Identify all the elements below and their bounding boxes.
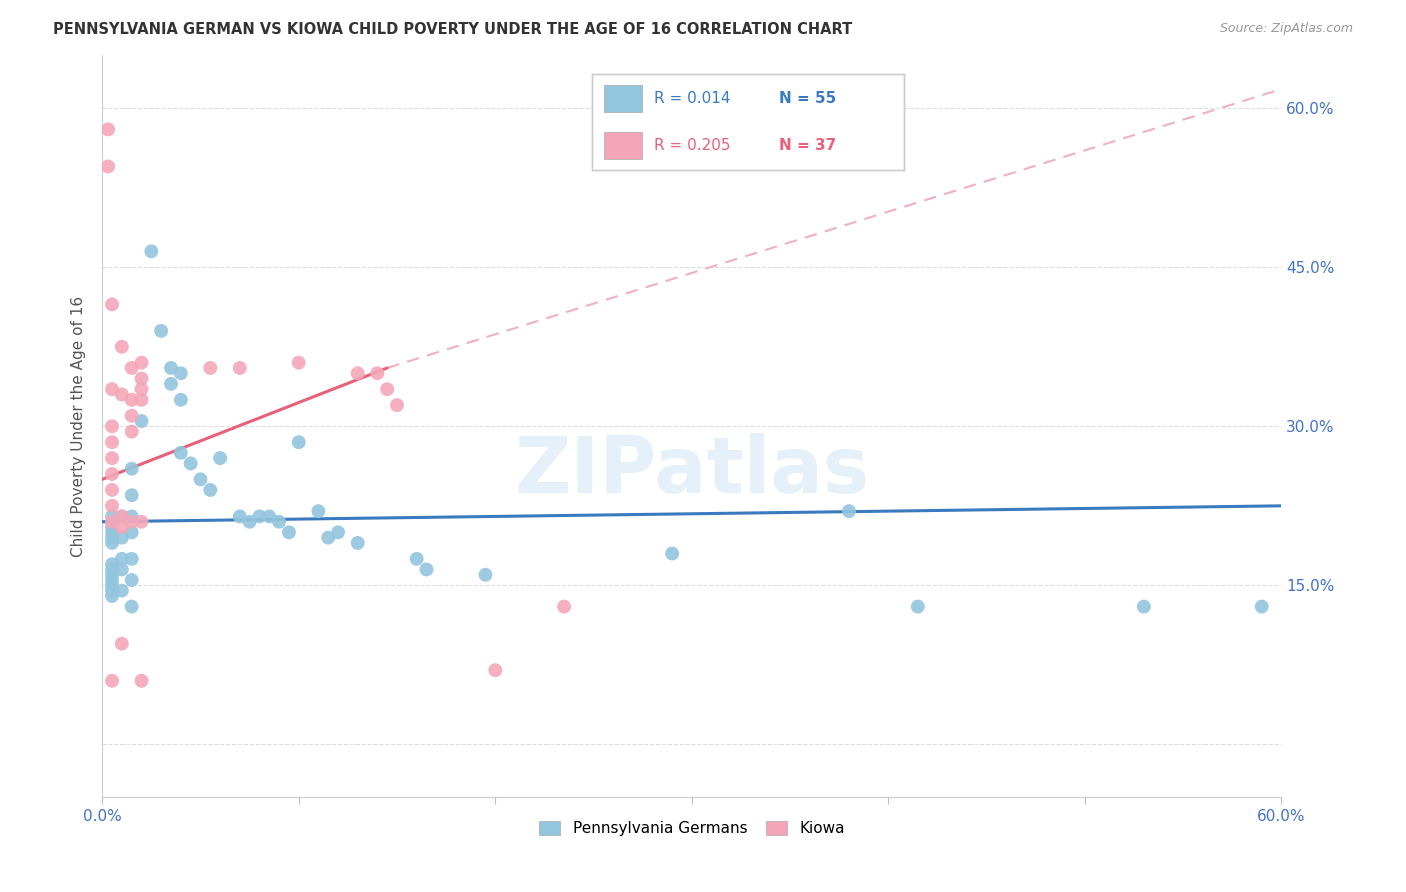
Point: [111, 583, 134, 598]
Point: [111, 340, 134, 354]
Point: [111, 562, 134, 576]
Point: [131, 673, 153, 688]
Point: [346, 366, 368, 380]
Point: [101, 520, 124, 534]
Legend: Pennsylvania Germans, Kiowa: Pennsylvania Germans, Kiowa: [530, 812, 853, 846]
Point: [484, 663, 506, 677]
Point: [346, 536, 368, 550]
Point: [326, 525, 349, 540]
Text: Source: ZipAtlas.com: Source: ZipAtlas.com: [1219, 22, 1353, 36]
Point: [131, 392, 153, 407]
Point: [249, 509, 271, 524]
Point: [141, 244, 163, 259]
Text: PENNSYLVANIA GERMAN VS KIOWA CHILD POVERTY UNDER THE AGE OF 16 CORRELATION CHART: PENNSYLVANIA GERMAN VS KIOWA CHILD POVER…: [53, 22, 852, 37]
Point: [111, 520, 134, 534]
Point: [101, 536, 124, 550]
Point: [239, 515, 262, 529]
Point: [101, 562, 124, 576]
Point: [661, 547, 683, 561]
Point: [97, 160, 120, 174]
Point: [131, 414, 153, 428]
Point: [121, 599, 143, 614]
Point: [474, 567, 496, 582]
Point: [415, 562, 437, 576]
Point: [553, 599, 575, 614]
Point: [287, 356, 309, 370]
Point: [229, 509, 252, 524]
Point: [131, 371, 153, 385]
Point: [121, 361, 143, 376]
Point: [1133, 599, 1156, 614]
Point: [101, 573, 124, 587]
Point: [190, 472, 212, 486]
Point: [121, 392, 143, 407]
Point: [121, 409, 143, 423]
Point: [101, 589, 124, 603]
Point: [111, 637, 134, 651]
Point: [111, 552, 134, 566]
Point: [97, 122, 120, 136]
Text: ZIPatlas: ZIPatlas: [515, 433, 869, 508]
Point: [101, 451, 124, 466]
Point: [150, 324, 173, 338]
Point: [259, 509, 281, 524]
Point: [200, 483, 222, 497]
Point: [131, 515, 153, 529]
Point: [405, 552, 427, 566]
Point: [131, 356, 153, 370]
Point: [121, 552, 143, 566]
Point: [277, 525, 299, 540]
Point: [267, 515, 290, 529]
Point: [131, 382, 153, 396]
Point: [838, 504, 860, 518]
Point: [101, 483, 124, 497]
Point: [111, 509, 134, 524]
Point: [101, 583, 124, 598]
Point: [101, 578, 124, 592]
Point: [1250, 599, 1272, 614]
Point: [287, 435, 309, 450]
Point: [316, 531, 339, 545]
Point: [111, 509, 134, 524]
Point: [170, 366, 193, 380]
Point: [111, 387, 134, 401]
Point: [101, 382, 124, 396]
Point: [101, 499, 124, 513]
Point: [101, 567, 124, 582]
Point: [101, 297, 124, 311]
Point: [121, 525, 143, 540]
Point: [121, 509, 143, 524]
Point: [121, 515, 143, 529]
Point: [111, 531, 134, 545]
Point: [101, 673, 124, 688]
Point: [101, 435, 124, 450]
Point: [385, 398, 408, 412]
Point: [121, 488, 143, 502]
Point: [180, 457, 202, 471]
Point: [170, 392, 193, 407]
Point: [307, 504, 329, 518]
Point: [101, 509, 124, 524]
Point: [101, 557, 124, 571]
Point: [907, 599, 929, 614]
Point: [160, 361, 183, 376]
Point: [170, 446, 193, 460]
Y-axis label: Child Poverty Under the Age of 16: Child Poverty Under the Age of 16: [72, 296, 86, 557]
Point: [121, 573, 143, 587]
Point: [375, 382, 398, 396]
Point: [200, 361, 222, 376]
Point: [101, 419, 124, 434]
Point: [101, 515, 124, 529]
Point: [209, 451, 232, 466]
Point: [101, 525, 124, 540]
Point: [366, 366, 388, 380]
Point: [101, 531, 124, 545]
Point: [121, 461, 143, 475]
Point: [229, 361, 252, 376]
Point: [160, 376, 183, 391]
Point: [101, 467, 124, 481]
Point: [121, 425, 143, 439]
